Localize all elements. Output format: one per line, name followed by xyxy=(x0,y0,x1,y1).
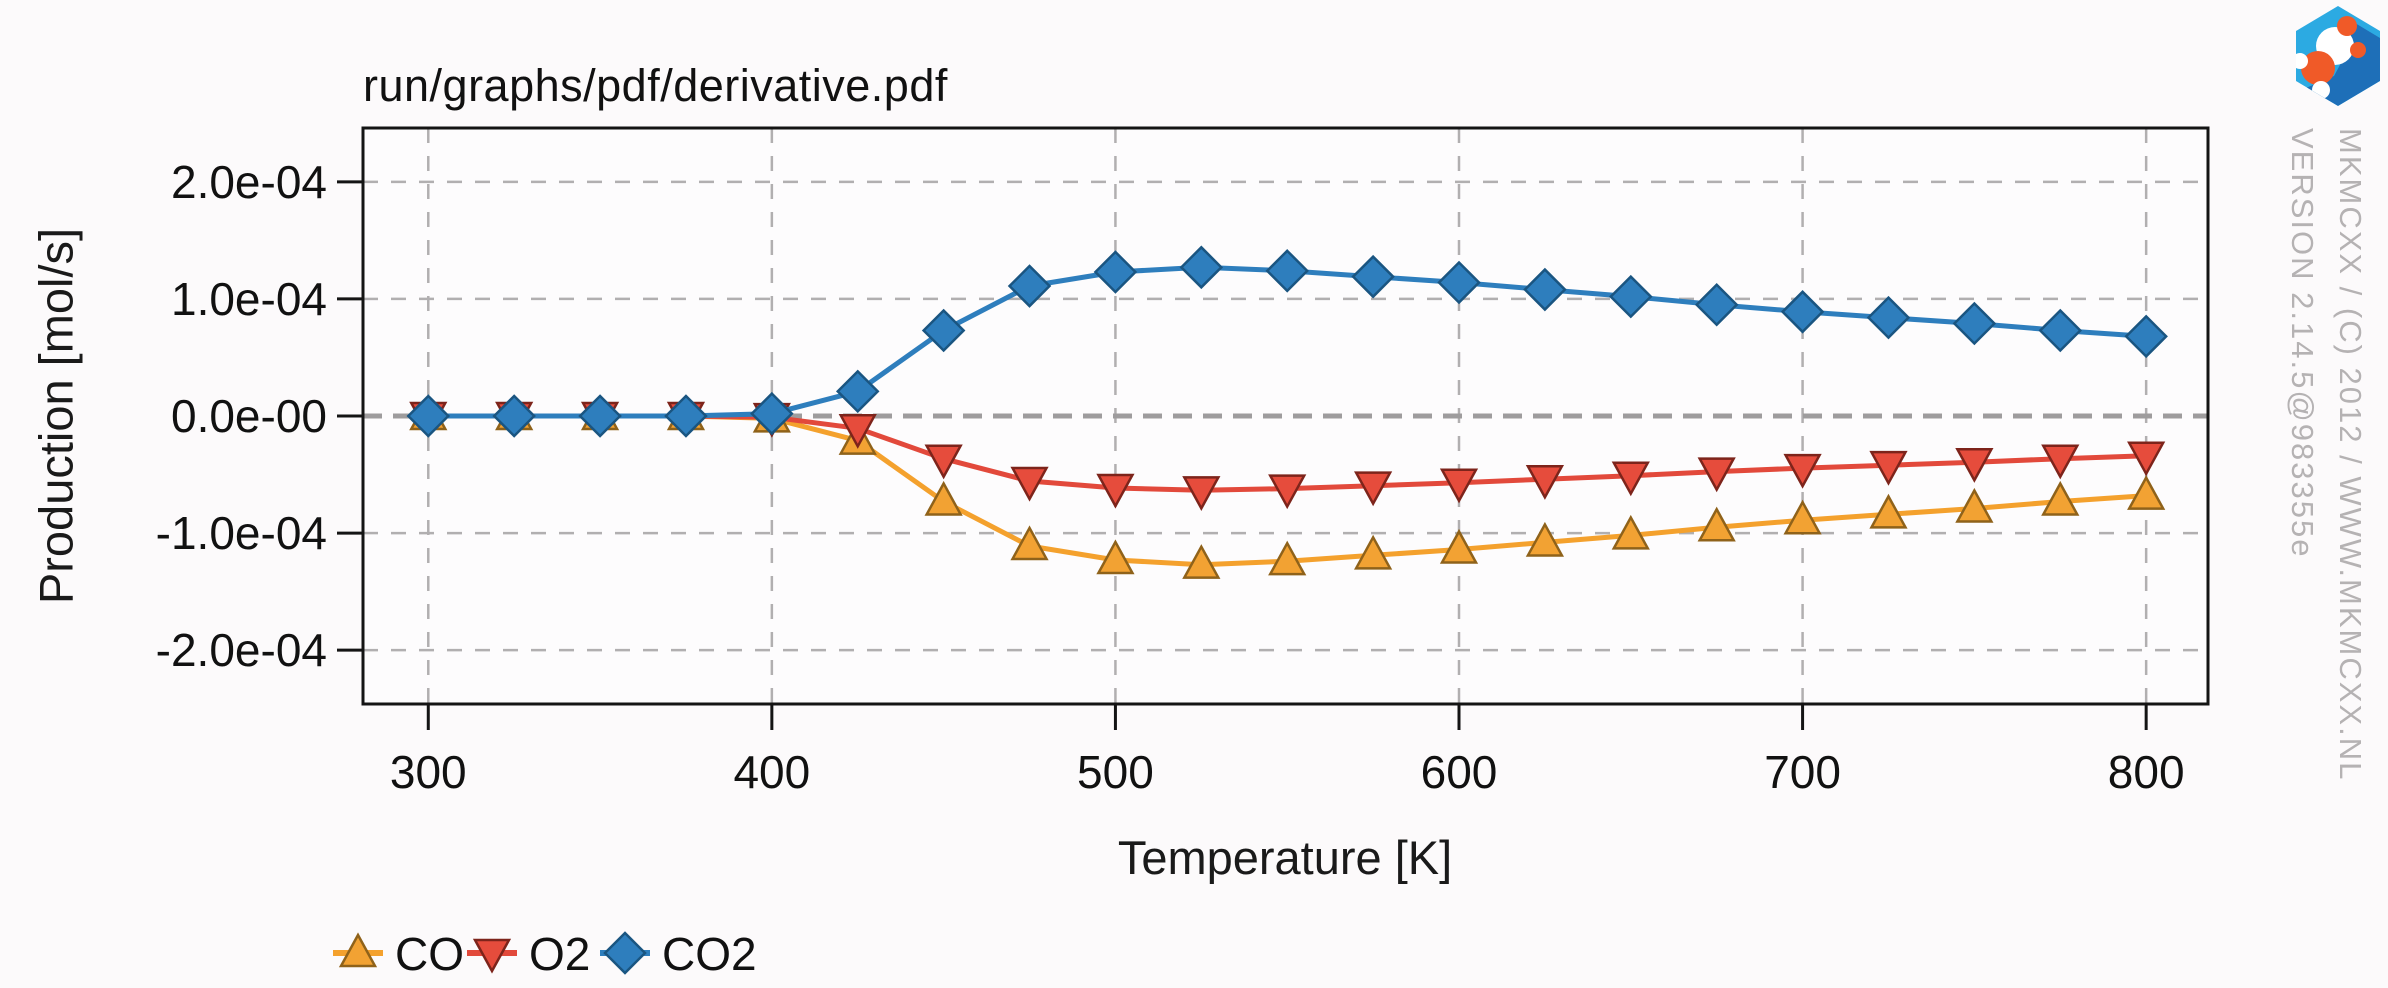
triangle-up-marker xyxy=(1439,528,1479,564)
series-co2 xyxy=(406,245,2168,438)
triangle-up-marker xyxy=(1611,514,1650,550)
x-axis-label: Temperature [K] xyxy=(1117,831,1453,884)
logo-atom-orange-top xyxy=(2337,16,2357,36)
triangle-up-marker xyxy=(924,480,963,516)
legend-label: CO2 xyxy=(662,928,757,980)
plot-frame xyxy=(361,126,2210,706)
legend-entry-o2: O2 xyxy=(467,928,590,980)
triangle-down-marker xyxy=(1010,466,1049,502)
triangle-up-marker xyxy=(1955,487,1994,523)
watermark-version: VERSION 2.14.5@983355e xyxy=(2285,128,2320,559)
y-tick-label: -1.0e-04 xyxy=(156,507,327,559)
y-axis-label: Production [mol/s] xyxy=(29,227,83,605)
diamond-marker xyxy=(750,391,794,436)
triangle-up-marker xyxy=(1697,506,1736,542)
diamond-marker xyxy=(664,394,708,438)
legend-diamond-marker xyxy=(603,931,647,975)
triangle-up-marker xyxy=(1010,525,1049,561)
triangle-up-marker xyxy=(1525,521,1565,557)
x-tick-label: 400 xyxy=(733,746,810,798)
triangle-down-marker xyxy=(1611,461,1650,497)
diamond-marker xyxy=(1952,301,1997,346)
triangle-up-marker xyxy=(1096,539,1135,575)
triangle-down-marker xyxy=(838,414,877,449)
triangle-up-marker xyxy=(1353,534,1393,570)
diamond-marker xyxy=(1609,274,1653,319)
legend-triangle-up-marker xyxy=(338,932,378,968)
x-tick-label: 800 xyxy=(2108,746,2185,798)
triangle-down-marker xyxy=(1525,464,1565,500)
diamond-marker xyxy=(1351,254,1395,299)
legend-entry-co: CO xyxy=(333,928,464,980)
watermark-brand: MKMCXX / (C) 2012 / WWW.MKMCXX.NL xyxy=(2333,128,2368,782)
diamond-marker xyxy=(1523,267,1567,312)
triangle-down-marker xyxy=(1268,474,1307,510)
logo-atom-white-left xyxy=(2296,53,2308,69)
triangle-down-marker xyxy=(924,444,963,480)
triangle-down-marker xyxy=(1869,450,1908,486)
diamond-marker xyxy=(1780,290,1825,334)
mkmcxx-logo xyxy=(2296,6,2380,106)
x-tick-label: 600 xyxy=(1421,746,1498,798)
diamond-marker xyxy=(2124,314,2168,359)
diamond-marker xyxy=(492,394,536,438)
triangle-down-marker xyxy=(2041,444,2080,480)
y-tick-label: -2.0e-04 xyxy=(156,624,327,676)
diamond-marker xyxy=(1179,245,1224,290)
triangle-down-marker xyxy=(1353,471,1393,507)
triangle-down-marker xyxy=(1697,457,1736,493)
diamond-marker xyxy=(578,394,622,438)
y-tick-label: 0.0e-00 xyxy=(171,390,327,442)
triangle-up-marker xyxy=(2041,480,2080,516)
diamond-marker xyxy=(1866,295,1911,340)
triangle-up-marker xyxy=(1182,544,1221,579)
x-tick-label: 700 xyxy=(1764,746,1841,798)
logo-atom-orange-right xyxy=(2350,42,2366,58)
y-tick-label: 2.0e-04 xyxy=(171,156,327,208)
diamond-marker xyxy=(1265,249,1309,293)
legend: CO O2 CO2 xyxy=(333,928,757,980)
legend-entry-co2: CO2 xyxy=(600,928,757,980)
triangle-up-marker xyxy=(2127,475,2166,510)
chart-title: run/graphs/pdf/derivative.pdf xyxy=(363,60,948,111)
diamond-marker xyxy=(1093,250,1138,294)
diamond-marker xyxy=(2038,308,2083,353)
triangle-up-marker xyxy=(1869,493,1908,529)
diamond-marker xyxy=(1437,260,1481,305)
x-tick-label: 300 xyxy=(390,746,467,798)
triangle-down-marker xyxy=(1182,476,1221,511)
triangle-up-marker xyxy=(1783,499,1822,535)
triangle-up-marker xyxy=(1268,540,1307,576)
diamond-marker xyxy=(835,369,880,414)
diamond-marker xyxy=(406,394,451,438)
y-tick-label: 1.0e-04 xyxy=(171,273,327,325)
diamond-marker xyxy=(1007,264,1052,308)
legend-label: O2 xyxy=(529,928,590,980)
triangle-down-marker xyxy=(1096,473,1135,509)
triangle-down-marker xyxy=(1439,468,1479,504)
x-tick-label: 500 xyxy=(1077,746,1154,798)
logo-atom-orange-large xyxy=(2301,51,2335,85)
triangle-down-marker xyxy=(1783,453,1822,489)
legend-triangle-down-marker xyxy=(472,938,512,974)
legend-label: CO xyxy=(395,928,464,980)
triangle-down-marker xyxy=(1955,447,1994,483)
diamond-marker xyxy=(921,308,966,353)
triangle-down-marker xyxy=(2127,441,2166,477)
diamond-marker xyxy=(1694,283,1739,327)
logo-atom-white-bottom xyxy=(2312,81,2330,99)
